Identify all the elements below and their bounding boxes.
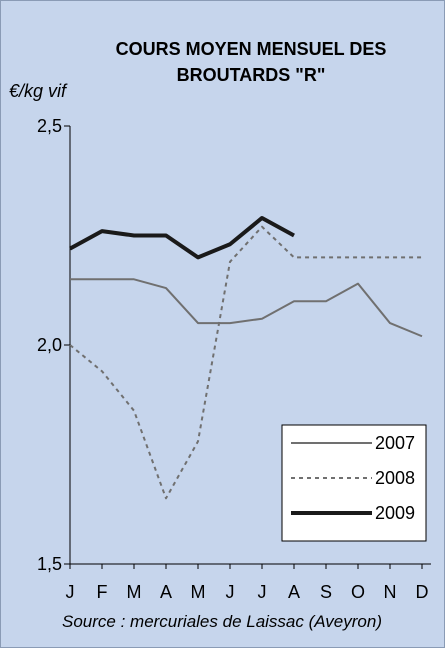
x-tick-label: M xyxy=(127,582,142,602)
chart-title-line-2: BROUTARDS "R" xyxy=(177,65,326,85)
legend-label-2009: 2009 xyxy=(375,503,415,523)
x-tick-label: O xyxy=(351,582,365,602)
x-tick-label: A xyxy=(288,582,300,602)
y-tick-label: 2,0 xyxy=(37,335,62,355)
x-tick-label: A xyxy=(160,582,172,602)
y-tick-label: 1,5 xyxy=(37,554,62,574)
axes: 1,52,02,5J F M A M J J A S O N D xyxy=(37,116,431,602)
legend-label-2007: 2007 xyxy=(375,433,415,453)
x-tick-label: N xyxy=(384,582,397,602)
series-lines xyxy=(69,215,423,500)
chart-title-line-1: COURS MOYEN MENSUEL DES xyxy=(116,39,387,59)
series-line-2009 xyxy=(69,215,295,260)
legend: 2007 2008 2009 xyxy=(281,424,427,542)
source-note: Source : mercuriales de Laissac (Aveyron… xyxy=(62,612,382,631)
series-line-2008 xyxy=(69,225,422,500)
x-tick-label: F xyxy=(97,582,108,602)
y-axis-unit-label: €/kg vif xyxy=(9,81,68,101)
legend-box xyxy=(281,424,427,542)
x-tick-label: J xyxy=(66,582,75,602)
x-tick-label: D xyxy=(416,582,429,602)
legend-label-2008: 2008 xyxy=(375,468,415,488)
series-line-2007 xyxy=(70,278,423,338)
x-tick-label: S xyxy=(320,582,332,602)
x-tick-label: J xyxy=(226,582,235,602)
x-tick-label: J xyxy=(258,582,267,602)
x-tick-label: M xyxy=(191,582,206,602)
y-tick-label: 2,5 xyxy=(37,116,62,136)
